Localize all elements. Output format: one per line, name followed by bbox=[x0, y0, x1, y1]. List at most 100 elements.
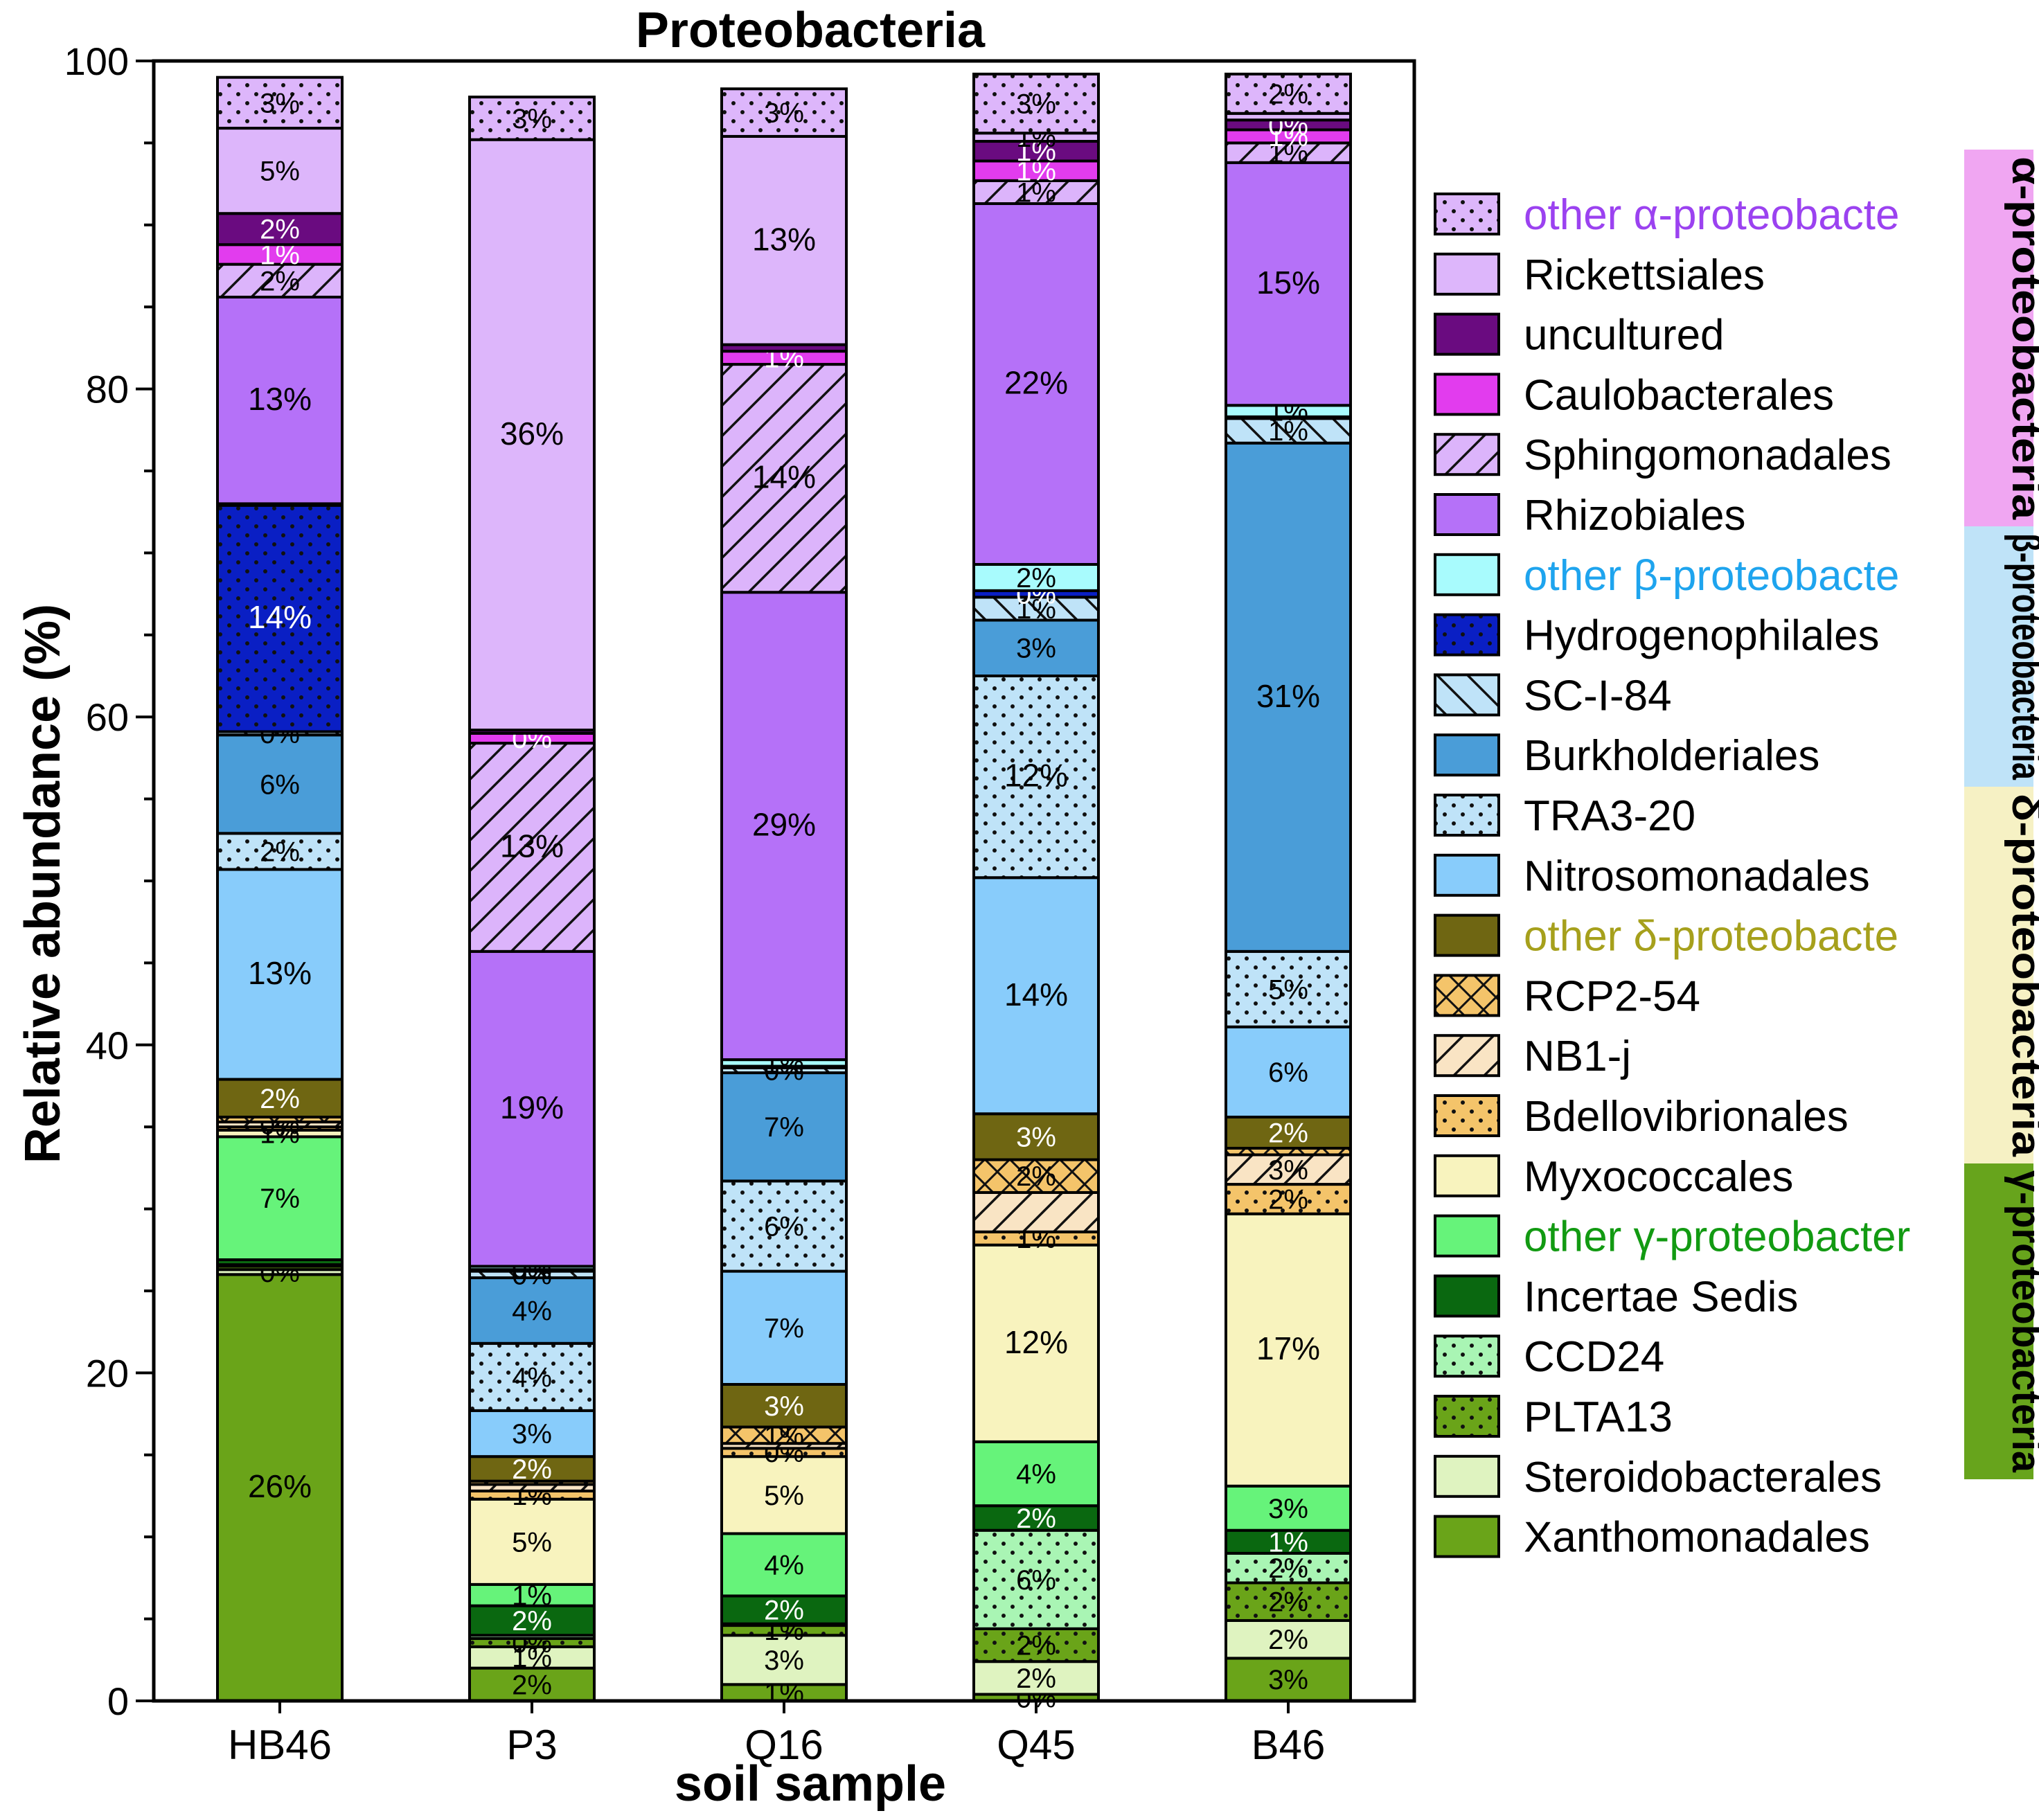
segment-label: 14% bbox=[752, 459, 816, 495]
segment-label: 6% bbox=[1016, 1565, 1056, 1596]
legend-label: PLTA13 bbox=[1524, 1393, 1673, 1441]
segment-rhizobiales-p3: 19% bbox=[468, 949, 596, 1268]
segment-label: 2% bbox=[1016, 1630, 1056, 1661]
x-axis-title: soil sample bbox=[675, 1756, 946, 1812]
segment-label: 3% bbox=[764, 1645, 804, 1676]
segment-label: 4% bbox=[1016, 1459, 1056, 1490]
legend-label: Incertae Sedis bbox=[1524, 1273, 1798, 1321]
segment-label: 3% bbox=[512, 104, 552, 134]
segment-label: 3% bbox=[260, 88, 300, 118]
segment-label: 3% bbox=[1268, 1155, 1308, 1186]
segment-burkholderiales-b46: 31% bbox=[1225, 441, 1352, 953]
legend-item-other-proteobacteria: other γ-proteobacter bbox=[1434, 1213, 1910, 1261]
legend-item-sphingomonadales: Sphingomonadales bbox=[1434, 431, 1891, 479]
segment-label: 5% bbox=[512, 1527, 552, 1558]
legend-label: NB1-j bbox=[1524, 1033, 1631, 1080]
segment-label: 26% bbox=[248, 1468, 312, 1504]
legend-label: Caulobacterales bbox=[1524, 371, 1834, 419]
legend-item-bdellovibrionales: Bdellovibrionales bbox=[1434, 1093, 1849, 1141]
legend-item-nitrosomonadales: Nitrosomonadales bbox=[1434, 853, 1870, 900]
segment-myxococcales-p3: 5% bbox=[468, 1497, 596, 1586]
legend-label: Steroidobacterales bbox=[1524, 1454, 1882, 1501]
y-tick-label: 80 bbox=[86, 368, 129, 411]
x-tick-label: B46 bbox=[1252, 1722, 1326, 1768]
segment-label: 6% bbox=[260, 769, 300, 800]
segment-incertae-sedis-q16: 2% bbox=[720, 1594, 848, 1626]
legend-item-incertae-sedis: Incertae Sedis bbox=[1434, 1273, 1798, 1321]
segment-label: 5% bbox=[764, 1481, 804, 1511]
segment-rickettsiales-q16: 13% bbox=[720, 134, 848, 346]
segment-other-proteobacteria-b46: 3% bbox=[1225, 1484, 1352, 1532]
segment-label: 2% bbox=[1016, 1663, 1056, 1694]
segment-label: 3% bbox=[764, 98, 804, 129]
segment-other-proteobacteria-q45: 2% bbox=[972, 563, 1100, 594]
segment-steroidobacterales-b46: 2% bbox=[1225, 1618, 1352, 1660]
segment-plta13-q16: 1% bbox=[720, 1616, 848, 1646]
segment-label: 29% bbox=[752, 807, 816, 843]
y-tick-label: 40 bbox=[86, 1024, 129, 1067]
class-band-proteobacteria: γ-proteobacteria bbox=[1964, 1163, 2039, 1479]
segment-label: 2% bbox=[512, 1670, 552, 1700]
segment-nb1-j-q45 bbox=[972, 1190, 1100, 1233]
segment-other-proteobacteria-q16: 4% bbox=[720, 1532, 848, 1598]
y-tick-label: 0 bbox=[107, 1679, 129, 1723]
segment-myxococcales-b46: 17% bbox=[1225, 1212, 1352, 1488]
legend-label: Rhizobiales bbox=[1524, 492, 1746, 539]
segment-label: 3% bbox=[1016, 634, 1056, 664]
segment-label: 2% bbox=[260, 266, 300, 296]
segment-label: 2% bbox=[1268, 79, 1308, 109]
segment-nitrosomonadales-b46: 6% bbox=[1225, 1025, 1352, 1118]
bar-segments: 26%2% 1% 0%3%0%1% 3%2%2%0% 1% 2%2%6% 2%2% 2%2%1… bbox=[216, 72, 1352, 1713]
legend-item-rickettsiales: Rickettsiales bbox=[1434, 251, 1765, 299]
legend-item-uncultured: uncultured bbox=[1434, 312, 1725, 359]
segment-label: 22% bbox=[1004, 364, 1068, 400]
segment-sphingomonadales-p3: 13% bbox=[468, 742, 596, 953]
class-band-label: γ-proteobacteria bbox=[2004, 1170, 2039, 1473]
segment-label: 5% bbox=[1268, 974, 1308, 1005]
segment-other-proteobacteria-q16: 3% bbox=[720, 87, 848, 138]
segment-label: 6% bbox=[764, 1211, 804, 1242]
segment-other-proteobacteria-b46: 2% bbox=[1225, 1115, 1352, 1150]
x-tick-label: P3 bbox=[506, 1722, 557, 1768]
segment-label: 14% bbox=[248, 599, 312, 635]
segment-burkholderiales-q16: 7% bbox=[720, 1071, 848, 1183]
legend-item-tra3-20: TRA3-20 bbox=[1434, 792, 1695, 840]
segment-other-proteobacteria-q16: 3% bbox=[720, 1382, 848, 1429]
class-band-label: δ-proteobacteria bbox=[2004, 794, 2039, 1157]
segment-sphingomonadales-hb46: 2% bbox=[216, 262, 344, 298]
legend-item-sc-i-84: SC-I-84 bbox=[1434, 672, 1672, 720]
legend-label: CCD24 bbox=[1524, 1333, 1664, 1381]
segment-myxococcales-q45: 12% bbox=[972, 1243, 1100, 1443]
segment-label: 1% bbox=[1268, 1527, 1308, 1558]
segment-uncultured-hb46: 2% bbox=[216, 212, 344, 247]
segment-label: 7% bbox=[260, 1184, 300, 1214]
segment-xanthomonadales-hb46: 26% bbox=[216, 1273, 344, 1702]
segment-label: 2% bbox=[260, 837, 300, 867]
segment-rhizobiales-q45: 22% bbox=[972, 202, 1100, 566]
legend-label: other β-proteobacte bbox=[1524, 552, 1899, 600]
legend-item-other-proteobacteria: other δ-proteobacte bbox=[1434, 913, 1898, 961]
chart-title: Proteobacteria bbox=[636, 3, 986, 58]
segment-xanthomonadales-p3: 2% bbox=[468, 1666, 596, 1702]
segment-label: 14% bbox=[1004, 976, 1068, 1012]
segment-label: 31% bbox=[1256, 678, 1320, 714]
segment-plta13-b46: 2% bbox=[1225, 1581, 1352, 1622]
class-band-proteobacteria: δ-proteobacteria bbox=[1964, 787, 2039, 1163]
legend-label: Myxococcales bbox=[1524, 1153, 1793, 1201]
legend-label: other α-proteobacte bbox=[1524, 191, 1900, 239]
legend-item-plta13: PLTA13 bbox=[1434, 1393, 1673, 1441]
segment-other-proteobacteria-b46: 2% bbox=[1225, 72, 1352, 115]
legend-label: Hydrogenophilales bbox=[1524, 612, 1880, 660]
segment-label: 3% bbox=[1268, 1665, 1308, 1695]
segment-sphingomonadales-q16: 14% bbox=[720, 363, 848, 594]
segment-nb1-j-b46: 3% bbox=[1225, 1153, 1352, 1186]
legend-item-other-proteobacteria: other α-proteobacte bbox=[1434, 191, 1900, 239]
segment-label: 3% bbox=[1016, 89, 1056, 120]
segment-hydrogenophilales-hb46: 14% bbox=[216, 503, 344, 733]
segment-steroidobacterales-q16: 3% bbox=[720, 1634, 848, 1686]
legend-label: TRA3-20 bbox=[1524, 792, 1695, 840]
segment-rcp2-54-q45: 2% bbox=[972, 1158, 1100, 1194]
axes: 0 20 40 60 80 100 HB46 P3 Q16 Q45 B46 bbox=[64, 39, 1416, 1768]
segment-label: 7% bbox=[764, 1112, 804, 1143]
segment-label: 12% bbox=[1004, 1324, 1068, 1360]
